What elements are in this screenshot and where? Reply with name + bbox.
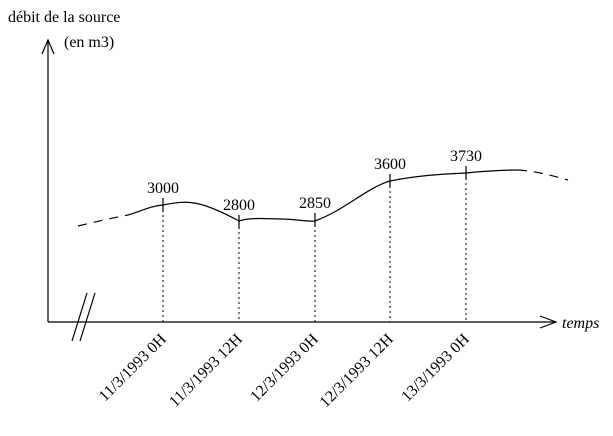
x-tick-label: 12/3/1993 12H xyxy=(317,330,398,411)
data-point xyxy=(162,204,164,206)
value-label: 3000 xyxy=(147,180,179,197)
x-tick-label: 11/3/1993 12H xyxy=(166,330,246,410)
y-axis-title-line1: débit de la source xyxy=(8,9,120,26)
curve-dashed-start xyxy=(77,214,129,227)
flow-curve xyxy=(127,169,519,222)
data-point xyxy=(238,221,240,223)
x-axis-title: temps xyxy=(562,315,599,332)
x-axis-arrowhead xyxy=(539,315,558,329)
value-label: 2850 xyxy=(299,195,331,212)
value-label: 3730 xyxy=(450,148,482,165)
curve-dashed-end xyxy=(517,169,569,181)
data-point xyxy=(314,219,316,221)
x-tick-label: 13/3/1993 0H xyxy=(398,330,473,405)
data-point xyxy=(389,180,391,182)
x-tick-label: 12/3/1993 0H xyxy=(247,330,322,405)
value-label: 2800 xyxy=(223,197,255,214)
y-axis-arrowhead xyxy=(41,38,55,55)
data-point xyxy=(465,172,467,174)
axis-break-mark xyxy=(71,292,88,342)
x-tick-label: 11/3/1993 0H xyxy=(96,330,170,404)
y-axis-title-line2: (en m3) xyxy=(64,34,114,51)
axis-break-mark xyxy=(79,292,96,342)
value-label: 3600 xyxy=(374,156,406,173)
